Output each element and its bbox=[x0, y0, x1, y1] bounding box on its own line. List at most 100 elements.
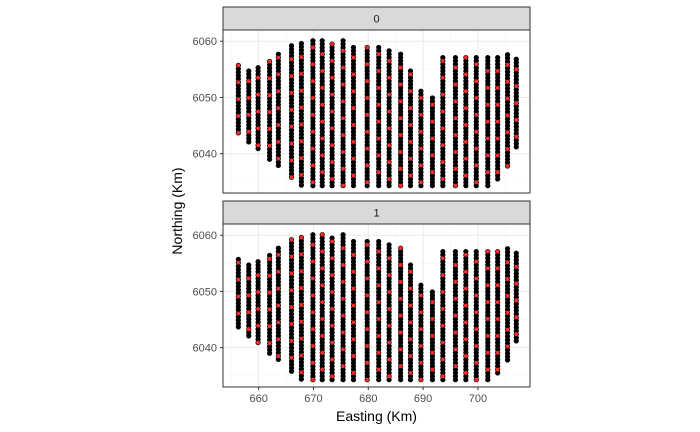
highlight-point bbox=[408, 139, 413, 144]
highlight-point bbox=[276, 320, 281, 325]
highlight-point bbox=[320, 317, 325, 321]
highlight-point bbox=[311, 259, 315, 264]
highlight-point bbox=[267, 59, 272, 64]
highlight-point bbox=[398, 263, 403, 267]
highlight-point bbox=[398, 99, 403, 104]
highlight-point bbox=[398, 246, 403, 251]
highlight-point bbox=[387, 160, 392, 164]
facet-strip-label: 0 bbox=[373, 14, 379, 26]
data-point bbox=[407, 68, 414, 74]
highlight-point bbox=[236, 63, 241, 68]
highlight-point bbox=[256, 290, 260, 294]
highlight-point bbox=[387, 340, 392, 345]
highlight-point bbox=[311, 79, 315, 84]
highlight-point bbox=[276, 123, 281, 127]
data-point bbox=[310, 38, 316, 44]
highlight-point bbox=[398, 364, 403, 369]
highlight-point bbox=[463, 123, 468, 127]
highlight-point bbox=[341, 364, 345, 369]
highlight-point bbox=[398, 313, 403, 318]
highlight-point bbox=[398, 116, 403, 121]
highlight-point bbox=[320, 283, 325, 288]
data-point bbox=[298, 40, 304, 47]
highlight-point bbox=[341, 313, 345, 318]
data-point bbox=[340, 38, 346, 44]
highlight-point bbox=[256, 109, 260, 114]
highlight-point bbox=[440, 92, 445, 97]
highlight-point bbox=[330, 42, 334, 46]
y-axis-title: Northing (Km) bbox=[169, 167, 185, 254]
highlight-point bbox=[398, 183, 403, 188]
highlight-point bbox=[351, 253, 356, 257]
data-point bbox=[418, 88, 424, 94]
highlight-point bbox=[387, 75, 392, 80]
highlight-point bbox=[341, 296, 345, 301]
highlight-point bbox=[376, 102, 381, 107]
data-point bbox=[429, 95, 436, 101]
highlight-point bbox=[330, 357, 334, 362]
highlight-point bbox=[376, 333, 381, 338]
highlight-point bbox=[311, 62, 315, 67]
highlight-point bbox=[453, 279, 458, 284]
highlight-point bbox=[320, 367, 325, 372]
highlight-point bbox=[365, 45, 370, 50]
data-point bbox=[340, 232, 346, 238]
x-tick-label: 680 bbox=[359, 393, 377, 405]
highlight-point bbox=[276, 303, 281, 308]
highlight-point bbox=[289, 175, 294, 180]
highlight-point bbox=[365, 310, 370, 315]
highlight-point bbox=[276, 337, 281, 342]
highlight-point bbox=[485, 333, 490, 338]
highlight-point bbox=[299, 235, 304, 240]
y-tick-label: 6040 bbox=[193, 149, 217, 161]
highlight-point bbox=[365, 62, 370, 67]
highlight-point bbox=[463, 173, 468, 178]
highlight-point bbox=[267, 256, 272, 261]
highlight-point bbox=[341, 347, 345, 352]
highlight-point bbox=[408, 173, 413, 178]
highlight-point bbox=[246, 112, 251, 117]
highlight-point bbox=[376, 300, 381, 305]
data-point bbox=[329, 235, 335, 241]
highlight-point bbox=[365, 293, 370, 298]
highlight-point bbox=[474, 276, 479, 281]
highlight-point bbox=[430, 300, 435, 305]
highlight-point bbox=[351, 269, 356, 274]
highlight-point bbox=[514, 281, 519, 286]
highlight-point bbox=[387, 273, 392, 278]
highlight-point bbox=[330, 59, 334, 63]
highlight-point bbox=[463, 139, 468, 144]
highlight-point bbox=[495, 350, 500, 355]
highlight-point bbox=[365, 146, 370, 151]
highlight-point bbox=[341, 330, 345, 335]
highlight-point bbox=[330, 306, 334, 311]
highlight-point bbox=[430, 153, 435, 158]
highlight-point bbox=[440, 256, 445, 261]
highlight-point bbox=[485, 249, 490, 254]
highlight-point bbox=[398, 133, 403, 138]
highlight-point bbox=[495, 249, 500, 254]
highlight-point bbox=[246, 276, 251, 281]
highlight-point bbox=[289, 141, 294, 146]
highlight-point bbox=[289, 322, 294, 326]
highlight-point bbox=[453, 347, 458, 352]
highlight-point bbox=[299, 156, 304, 161]
highlight-point bbox=[514, 118, 519, 122]
highlight-point bbox=[514, 101, 519, 105]
highlight-point bbox=[289, 271, 294, 276]
highlight-point bbox=[341, 183, 345, 188]
highlight-point bbox=[236, 80, 241, 85]
highlight-point bbox=[514, 332, 519, 337]
highlight-point bbox=[267, 76, 272, 81]
highlight-point bbox=[330, 290, 334, 294]
highlight-point bbox=[453, 296, 458, 301]
highlight-point bbox=[299, 269, 304, 274]
highlight-point bbox=[376, 85, 381, 90]
highlight-point bbox=[276, 269, 281, 274]
highlight-point bbox=[419, 377, 423, 382]
facet-strip bbox=[222, 6, 531, 31]
highlight-point bbox=[398, 82, 403, 87]
highlight-point bbox=[267, 110, 272, 114]
highlight-point bbox=[387, 290, 392, 294]
highlight-point bbox=[320, 333, 325, 338]
